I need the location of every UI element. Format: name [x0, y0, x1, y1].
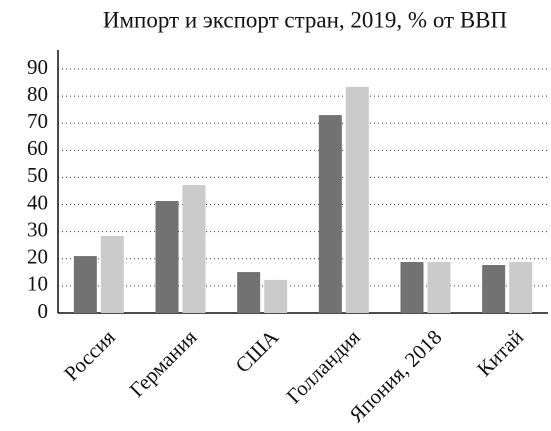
bar: [237, 272, 261, 313]
bar: [345, 86, 369, 313]
y-tick-label: 60: [27, 136, 48, 160]
x-tick-label: Голландия: [282, 325, 365, 408]
bar: [155, 201, 179, 313]
x-tick-label: Китай: [472, 325, 528, 381]
bar: [400, 262, 424, 313]
y-tick-label: 10: [27, 272, 48, 296]
y-tick-label: 40: [27, 190, 48, 214]
y-tick-label: 20: [27, 245, 48, 269]
y-tick-label: 70: [27, 109, 48, 133]
bar: [482, 265, 506, 313]
chart-title: Импорт и экспорт стран, 2019, % от ВВП: [103, 7, 507, 32]
x-tick-label: Германия: [125, 325, 202, 402]
bar: [182, 185, 206, 313]
bar: [100, 235, 124, 313]
y-tick-label: 0: [38, 299, 49, 323]
y-tick-label: 90: [27, 55, 48, 79]
x-tick-label: США: [231, 324, 284, 377]
bar: [73, 256, 97, 313]
y-tick-label: 50: [27, 163, 48, 187]
bar: [427, 262, 451, 313]
bar: [509, 262, 533, 313]
bar: [318, 115, 342, 313]
y-tick-label: 80: [27, 82, 48, 106]
bar: [264, 279, 288, 313]
y-tick-label: 30: [27, 217, 48, 241]
x-tick-label: Россия: [59, 325, 120, 386]
